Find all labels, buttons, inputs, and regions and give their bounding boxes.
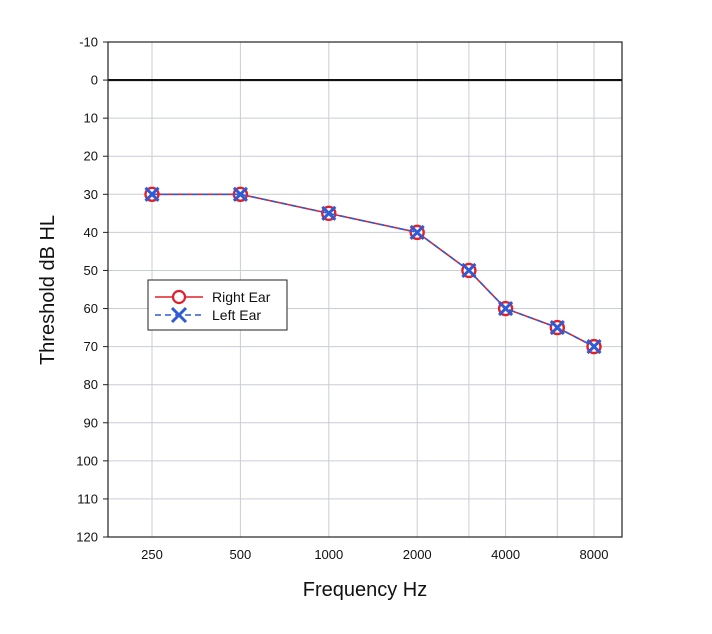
y-tick-label: 30 [84,187,98,202]
y-tick-label: 70 [84,339,98,354]
y-tick-label: 90 [84,415,98,430]
y-tick-label: 120 [76,530,98,545]
y-tick-label: -10 [79,35,98,50]
series-layer [144,186,602,355]
x-tick-label: 8000 [580,547,609,562]
x-axis-title: Frequency Hz [303,579,428,601]
y-tick-label: 80 [84,377,98,392]
legend-label-right-ear: Right Ear [212,289,271,305]
y-tick-labels: -10 0 10 20 30 40 50 60 70 80 90 100 110 120 [76,35,108,545]
y-tick-label: 110 [77,491,98,506]
series-left-ear [144,186,602,355]
x-tick-labels: 250 500 1000 2000 4000 8000 [141,547,608,562]
point-left-ear-500 [232,186,248,202]
y-tick-label: 50 [84,263,98,278]
point-left-ear-250 [144,186,160,202]
legend: Right Ear Left Ear [147,279,288,331]
x-tick-label: 250 [141,547,163,562]
legend-marker-right-ear [171,289,187,305]
x-tick-label: 500 [230,547,252,562]
point-left-ear-4000 [498,300,514,317]
x-tick-label: 4000 [491,547,520,562]
point-left-ear-6000 [549,320,565,336]
y-tick-label: 100 [76,453,98,468]
legend-label-left-ear: Left Ear [212,307,261,323]
x-tick-label: 2000 [403,547,432,562]
y-tick-label: 40 [84,225,98,240]
y-axis-title: Threshold dB HL [37,215,59,365]
y-tick-label: 10 [84,111,98,126]
x-gridlines [151,42,595,537]
point-left-ear-1000 [321,205,337,221]
series-line-left-ear [152,193,595,348]
plot-frame [107,41,623,538]
y-tick-label: 0 [91,73,98,88]
point-left-ear-2000 [409,224,425,240]
legend-box [147,279,288,331]
point-left-ear-8000 [586,339,602,355]
legend-marker-left-ear [170,306,188,324]
x-tick-label: 1000 [314,547,343,562]
y-tick-label: 60 [84,301,98,316]
y-tick-label: 20 [84,149,98,164]
point-left-ear-3000 [461,262,477,279]
